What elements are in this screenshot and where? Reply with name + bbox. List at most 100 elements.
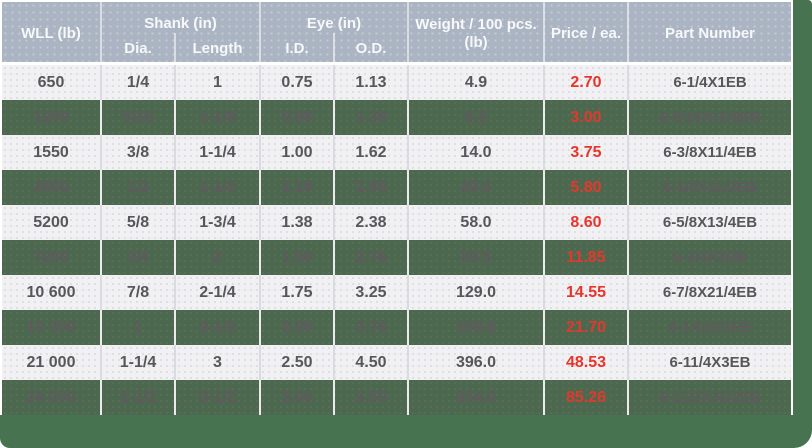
cell-wll: 1550	[33, 143, 69, 161]
cell-eye-id: 0.88	[259, 100, 333, 135]
cell-eye-id: 1.00	[259, 135, 333, 170]
cell-part-number: 6-1/4X1EB	[627, 65, 791, 100]
cell-weight: 198.5	[407, 310, 543, 345]
bottom-frame	[0, 420, 812, 448]
cell-eye-id: 1.38	[259, 205, 333, 240]
table-row: 24 000 1-1/2 3-1/2 3.00 5.50 654.0 85.26…	[2, 380, 791, 415]
cell-wll: 21 000	[26, 353, 76, 371]
header-part-number: Part Number	[627, 2, 791, 65]
cell-eye-od: 1.62	[333, 135, 407, 170]
cell-weight: 8.5	[407, 100, 543, 135]
cell-shank-length: 1-1/8	[174, 100, 259, 135]
header-shank-length: Length	[174, 33, 259, 65]
cell-shank-dia: 1	[100, 310, 174, 345]
cell-shank-dia: 3/4	[100, 240, 174, 275]
cell-shank-length: 1	[174, 65, 259, 100]
table-row: 7200 3/4 2 1.50 2.76 88.5 11.85 6-3/4X2E…	[2, 240, 791, 275]
table-row: 5200 5/8 1-3/4 1.38 2.38 58.0 8.60 6-5/8…	[2, 205, 791, 240]
header-weight: Weight / 100 pcs. (lb)	[407, 2, 543, 65]
cell-eye-id: 2.50	[259, 345, 333, 380]
header-eye-od: O.D.	[333, 33, 407, 65]
table-row: 21 000 1-1/4 3 2.50 4.50 396.0 48.53 6-1…	[2, 345, 791, 380]
cell-shank-dia: 5/8	[100, 205, 174, 240]
cell-shank-dia: 1-1/2	[100, 380, 174, 415]
cell-wll: 1200	[33, 108, 69, 126]
cell-shank-dia: 3/8	[100, 135, 174, 170]
cell-part-number: 6-11/4X3EB	[627, 345, 791, 380]
cell-price: 48.53	[543, 345, 627, 380]
cell-price: 85.26	[543, 380, 627, 415]
cell-shank-length: 3-1/2	[174, 380, 259, 415]
cell-part-number: 6-11/2X31/2EB	[627, 380, 791, 415]
cell-weight: 654.0	[407, 380, 543, 415]
cell-eye-od: 4.50	[333, 345, 407, 380]
cell-shank-length: 3	[174, 345, 259, 380]
spec-price-table: WLL (lb) Shank (in) Dia. Length Eye (in)…	[0, 0, 793, 415]
cell-price: 14.55	[543, 275, 627, 310]
cell-eye-id: 3.00	[259, 380, 333, 415]
cell-shank-length: 2	[174, 240, 259, 275]
cell-eye-od: 3.76	[333, 310, 407, 345]
cell-part-number: 6-1X21/2EB	[627, 310, 791, 345]
cell-eye-od: 5.50	[333, 380, 407, 415]
cell-eye-od: 2.38	[333, 205, 407, 240]
table-row: 1550 3/8 1-1/4 1.00 1.62 14.0 3.75 6-3/8…	[2, 135, 791, 170]
cell-eye-od: 1.13	[333, 65, 407, 100]
cell-price: 21.70	[543, 310, 627, 345]
cell-price: 5.80	[543, 170, 627, 205]
cell-wll: 5200	[33, 213, 69, 231]
cell-eye-id: 0.75	[259, 65, 333, 100]
cell-shank-dia: 7/8	[100, 275, 174, 310]
cell-part-number: 6-7/8X21/4EB	[627, 275, 791, 310]
table-row: 2600 1/2 1-1/2 1.19 1.95 29.5 5.80 6-1/2…	[2, 170, 791, 205]
cell-eye-od: 2.76	[333, 240, 407, 275]
cell-eye-id: 1.19	[259, 170, 333, 205]
cell-price: 2.70	[543, 65, 627, 100]
header-shank-group: Shank (in)	[100, 2, 259, 33]
table-row: 13 300 1 2-1/2 2.00 3.76 198.5 21.70 6-1…	[2, 310, 791, 345]
cell-weight: 396.0	[407, 345, 543, 380]
cell-eye-id: 1.50	[259, 240, 333, 275]
cell-part-number: 6-5/8X13/4EB	[627, 205, 791, 240]
cell-weight: 88.5	[407, 240, 543, 275]
header-wll: WLL (lb)	[21, 24, 81, 42]
cell-shank-length: 1-1/2	[174, 170, 259, 205]
cell-price: 11.85	[543, 240, 627, 275]
cell-shank-dia: 1-1/4	[100, 345, 174, 380]
cell-wll: 24 000	[26, 388, 76, 406]
cell-shank-length: 1-3/4	[174, 205, 259, 240]
cell-wll: 2600	[33, 178, 69, 196]
cell-price: 8.60	[543, 205, 627, 240]
header-eye-id: I.D.	[259, 33, 333, 65]
cell-eye-od: 1.38	[333, 100, 407, 135]
header-eye-group: Eye (in)	[259, 2, 407, 33]
cell-weight: 4.9	[407, 65, 543, 100]
cell-shank-dia: 1/2	[100, 170, 174, 205]
cell-eye-id: 1.75	[259, 275, 333, 310]
cell-eye-od: 3.25	[333, 275, 407, 310]
header-price: Price / ea.	[543, 2, 627, 65]
table-row: 650 1/4 1 0.75 1.13 4.9 2.70 6-1/4X1EB	[2, 65, 791, 100]
cell-weight: 29.5	[407, 170, 543, 205]
cell-part-number: 6-3/8X11/4EB	[627, 135, 791, 170]
cell-shank-length: 2-1/4	[174, 275, 259, 310]
cell-wll: 13 300	[26, 318, 76, 336]
cell-weight: 129.0	[407, 275, 543, 310]
cell-shank-dia: 1/4	[100, 65, 174, 100]
table-header: WLL (lb) Shank (in) Dia. Length Eye (in)…	[2, 2, 791, 65]
cell-price: 3.00	[543, 100, 627, 135]
table-row: 10 600 7/8 2-1/4 1.75 3.25 129.0 14.55 6…	[2, 275, 791, 310]
cell-weight: 14.0	[407, 135, 543, 170]
cell-wll: 7200	[33, 248, 69, 266]
cell-part-number: 6-3/4X2EB	[627, 240, 791, 275]
header-shank-dia: Dia.	[100, 33, 174, 65]
cell-eye-od: 1.95	[333, 170, 407, 205]
cell-shank-dia: 5/16	[100, 100, 174, 135]
cell-shank-length: 1-1/4	[174, 135, 259, 170]
table-body: 650 1/4 1 0.75 1.13 4.9 2.70 6-1/4X1EB 1…	[2, 65, 791, 415]
cell-part-number: 6-1/2X11/2EB	[627, 170, 791, 205]
cell-part-number: 6-5/16X11/8EB	[627, 100, 791, 135]
cell-weight: 58.0	[407, 205, 543, 240]
cell-eye-id: 2.00	[259, 310, 333, 345]
